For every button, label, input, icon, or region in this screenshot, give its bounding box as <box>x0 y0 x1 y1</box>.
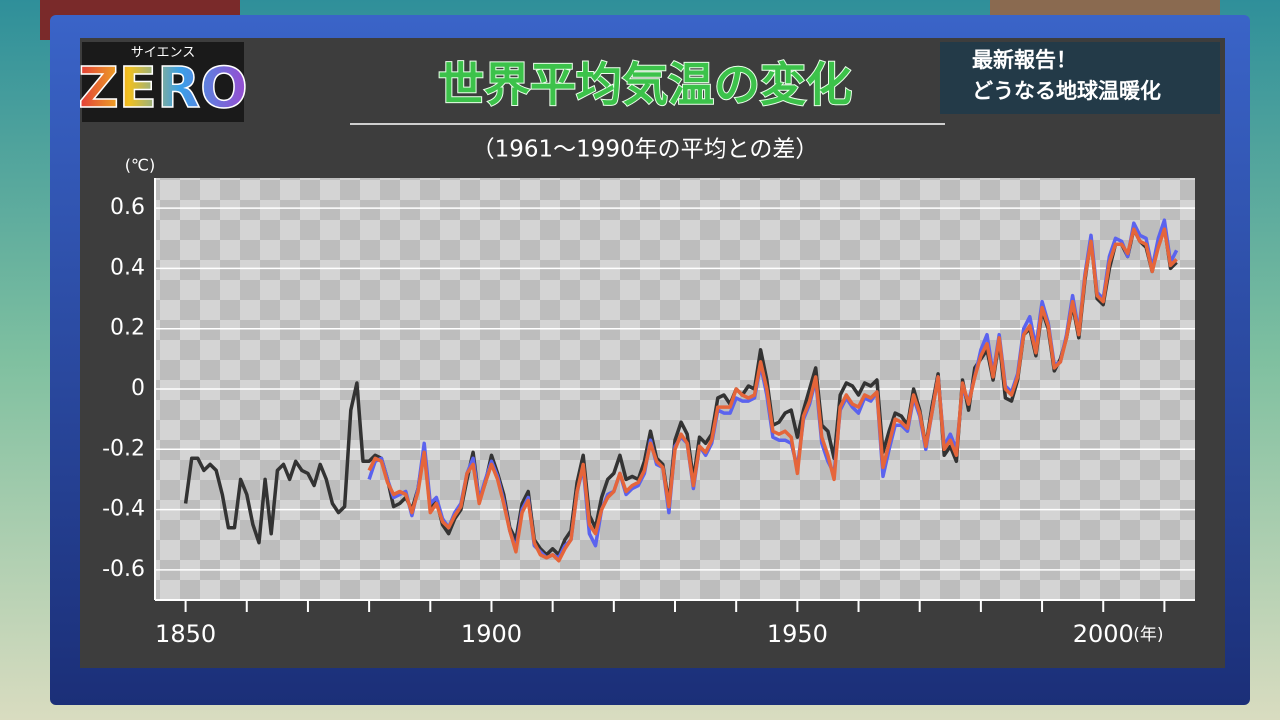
data-line <box>183 224 1178 557</box>
y-tick-label: -0.2 <box>102 436 145 461</box>
x-tick-label: 1850 <box>155 620 216 648</box>
logo-box <box>82 42 244 122</box>
caption-line: どうなる地球温暖化 <box>972 79 1161 103</box>
y-tick-label: 0.6 <box>110 195 145 220</box>
x-axis-label: (年) <box>1133 625 1163 645</box>
x-tick-label: 2000 <box>1073 620 1134 648</box>
y-axis-label: (℃) <box>125 156 155 175</box>
chart-subtitle: （1961～1990年の平均との差） <box>472 137 819 163</box>
y-tick-label: 0.2 <box>110 316 145 341</box>
logo-sub: サイエンス <box>131 46 196 61</box>
y-tick-label: 0 <box>131 376 145 401</box>
y-tick-label: -0.6 <box>102 557 145 582</box>
caption-line: 最新報告！ <box>972 48 1077 72</box>
logo-main: ZERO <box>78 56 248 121</box>
y-tick-label: 0.4 <box>110 255 145 280</box>
y-tick-label: -0.4 <box>102 497 145 522</box>
caption-box <box>940 42 1220 114</box>
chart-title: 世界平均気温の変化 <box>438 58 852 112</box>
x-tick-label: 1900 <box>461 620 522 648</box>
data-line <box>367 227 1178 563</box>
x-tick-label: 1950 <box>767 620 828 648</box>
